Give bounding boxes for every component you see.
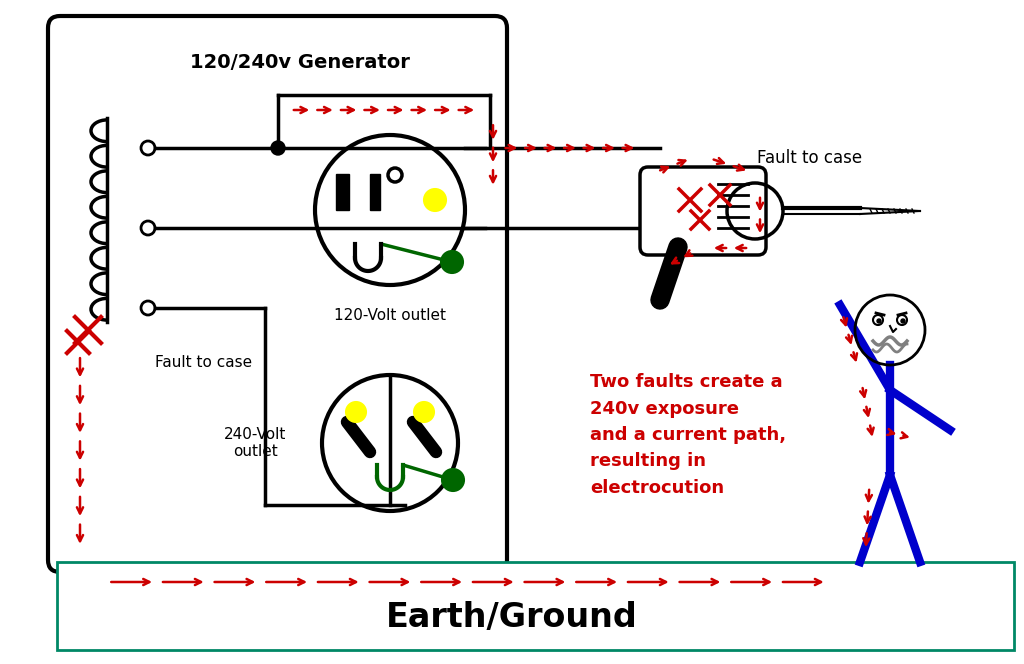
- Text: Fault to case: Fault to case: [155, 355, 252, 369]
- Bar: [57, 562, 1014, 650]
- FancyBboxPatch shape: [640, 167, 766, 255]
- Circle shape: [877, 319, 881, 323]
- Circle shape: [414, 402, 434, 422]
- Text: Fault to case: Fault to case: [758, 149, 862, 167]
- Circle shape: [901, 319, 905, 323]
- Text: Earth/Ground: Earth/Ground: [386, 602, 638, 635]
- Circle shape: [442, 469, 464, 491]
- Text: 240-Volt
outlet: 240-Volt outlet: [224, 427, 286, 459]
- Circle shape: [441, 251, 463, 273]
- Circle shape: [271, 141, 285, 155]
- Text: 120-Volt outlet: 120-Volt outlet: [334, 308, 446, 323]
- FancyBboxPatch shape: [48, 16, 507, 572]
- Circle shape: [424, 189, 446, 211]
- Bar: [336, 174, 349, 210]
- Circle shape: [346, 402, 366, 422]
- Text: 120/240v Generator: 120/240v Generator: [190, 52, 410, 72]
- Text: Two faults create a
240v exposure
and a current path,
resulting in
electrocution: Two faults create a 240v exposure and a …: [590, 373, 786, 497]
- Bar: [370, 174, 380, 210]
